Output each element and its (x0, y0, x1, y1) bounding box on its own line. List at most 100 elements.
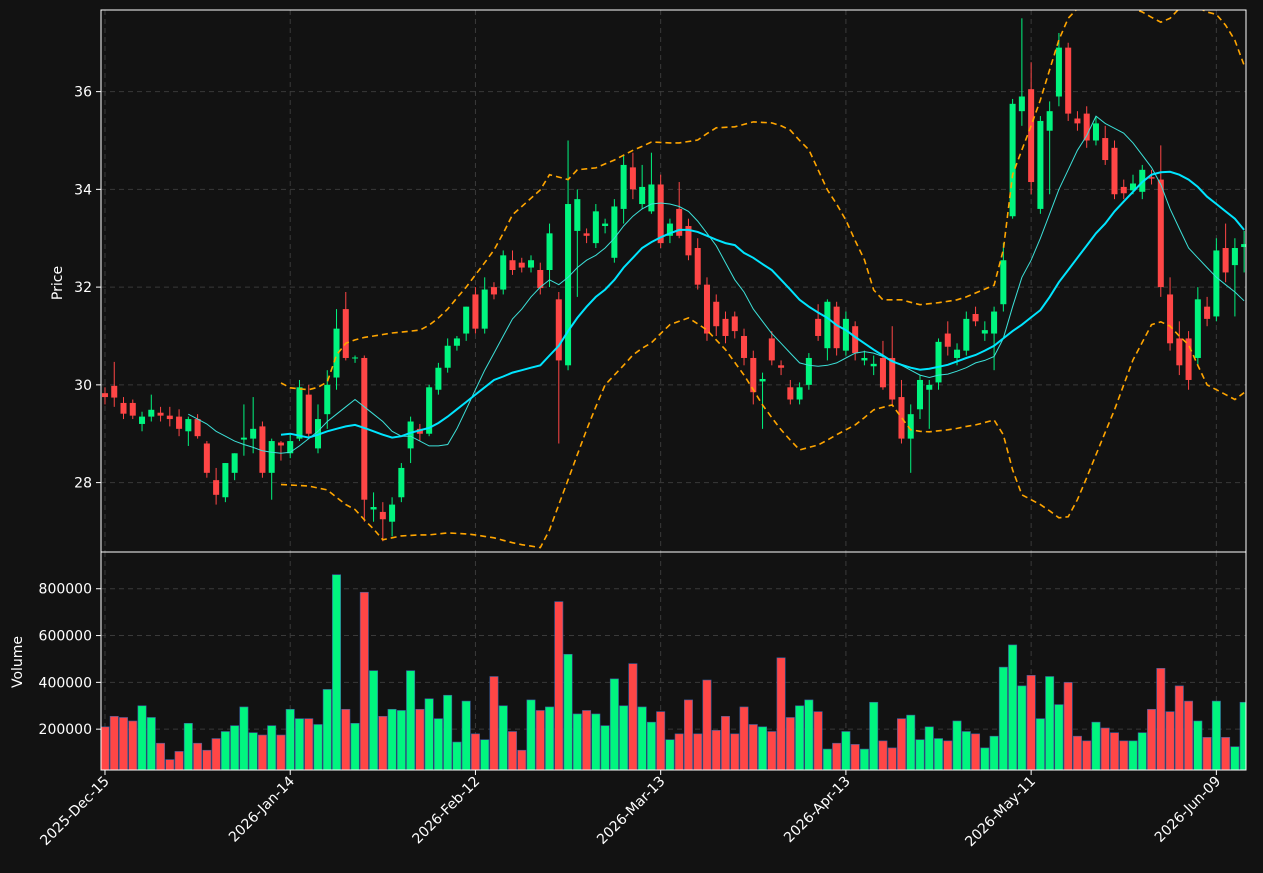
candle-body (1176, 338, 1183, 366)
candle-body (768, 338, 775, 361)
candle-body (518, 262, 525, 268)
volume-bar (1202, 737, 1212, 770)
volume-bar (109, 715, 119, 770)
volume-bar (1017, 685, 1027, 770)
volume-bar (869, 701, 879, 770)
volume-bar (341, 708, 351, 770)
volume-bar (1184, 700, 1194, 770)
candle-body (240, 437, 247, 440)
volume-bar (1147, 708, 1157, 770)
volume-bar (1230, 746, 1240, 770)
candle-body (759, 378, 766, 382)
y-tick-label: 400000 (39, 675, 92, 691)
candle-body (555, 299, 562, 361)
volume-bar (619, 705, 629, 770)
volume-bar (156, 742, 166, 770)
candle-body (1092, 123, 1099, 141)
candle-body (490, 287, 497, 295)
candle-body (277, 442, 284, 446)
volume-bar (1091, 721, 1101, 770)
candle-body (602, 223, 609, 227)
candle-body (1055, 47, 1062, 97)
candle-body (324, 384, 331, 415)
candle-body (379, 511, 386, 520)
volume-bar (563, 653, 573, 770)
volume-bar (748, 724, 758, 770)
candle-body (842, 318, 849, 351)
candle-body (296, 387, 303, 439)
candle-body (583, 233, 590, 236)
candle-body (1129, 183, 1137, 191)
volume-bar (193, 742, 203, 770)
candle-body (935, 341, 942, 383)
candle-body (722, 318, 729, 336)
candle-body (287, 441, 294, 454)
volume-bar (795, 705, 805, 770)
candle-body (500, 255, 507, 290)
volume-bar (257, 734, 267, 770)
volume-bar (572, 713, 582, 770)
volume-bar (415, 708, 425, 770)
candle-body (805, 357, 812, 385)
candle-body (222, 463, 229, 498)
volume-bar (443, 694, 453, 770)
y-tick-label: 32 (74, 280, 92, 296)
volume-bar (591, 713, 601, 770)
candle-body (972, 313, 979, 322)
candle-body (342, 309, 349, 358)
volume-bar (230, 725, 240, 770)
candle-body (231, 453, 238, 473)
volume-bar (934, 738, 943, 770)
volume-bar (758, 726, 768, 770)
candle-body (981, 330, 988, 334)
candle-body (1009, 103, 1016, 217)
axes-frame (100, 551, 1247, 771)
volume-bar (1045, 676, 1055, 770)
volume-bar (313, 724, 323, 770)
y-tick-label: 600000 (39, 629, 92, 645)
candle-body (157, 412, 164, 416)
volume-bar (433, 718, 443, 770)
candle-body (472, 294, 479, 329)
volume-bar (1211, 700, 1221, 770)
candle-body (528, 260, 535, 268)
volume-bar (526, 699, 536, 770)
volume-bar (637, 706, 647, 770)
volume-bar (897, 718, 906, 770)
volume-bar (1119, 740, 1129, 770)
volume-bar (1137, 732, 1147, 770)
volume-bar (952, 720, 962, 770)
volume-bar (470, 733, 480, 770)
candle-body (1083, 113, 1090, 141)
indicator-line (280, 170, 1245, 439)
candle-body (1204, 306, 1211, 319)
candle-body (203, 443, 210, 473)
candle-body (1185, 338, 1192, 380)
volume-bar (350, 723, 360, 770)
volume-bar (174, 751, 184, 770)
volume-bar (582, 710, 592, 770)
volume-bar (832, 742, 842, 770)
candle-body (676, 208, 683, 236)
candle-body (1018, 96, 1025, 112)
candle-body (111, 385, 118, 398)
volume-bar (101, 726, 110, 770)
candle-body (907, 414, 914, 439)
volume-bar (674, 733, 684, 770)
volume-bar (248, 732, 258, 770)
candle-body (620, 164, 627, 209)
candle-body (657, 184, 664, 244)
candle-body (1222, 248, 1229, 273)
volume-bar (1156, 668, 1166, 770)
volume-bar (600, 725, 610, 770)
candle-body (481, 289, 488, 329)
indicator-line (280, 317, 1245, 549)
volume-bar (202, 749, 212, 770)
volume-bar (461, 700, 471, 770)
volume-bar (915, 739, 925, 770)
volume-bar (508, 731, 517, 770)
candle-body (370, 507, 377, 510)
volume-bar (1082, 740, 1092, 770)
candle-body (259, 426, 266, 473)
candle-body (463, 306, 470, 334)
